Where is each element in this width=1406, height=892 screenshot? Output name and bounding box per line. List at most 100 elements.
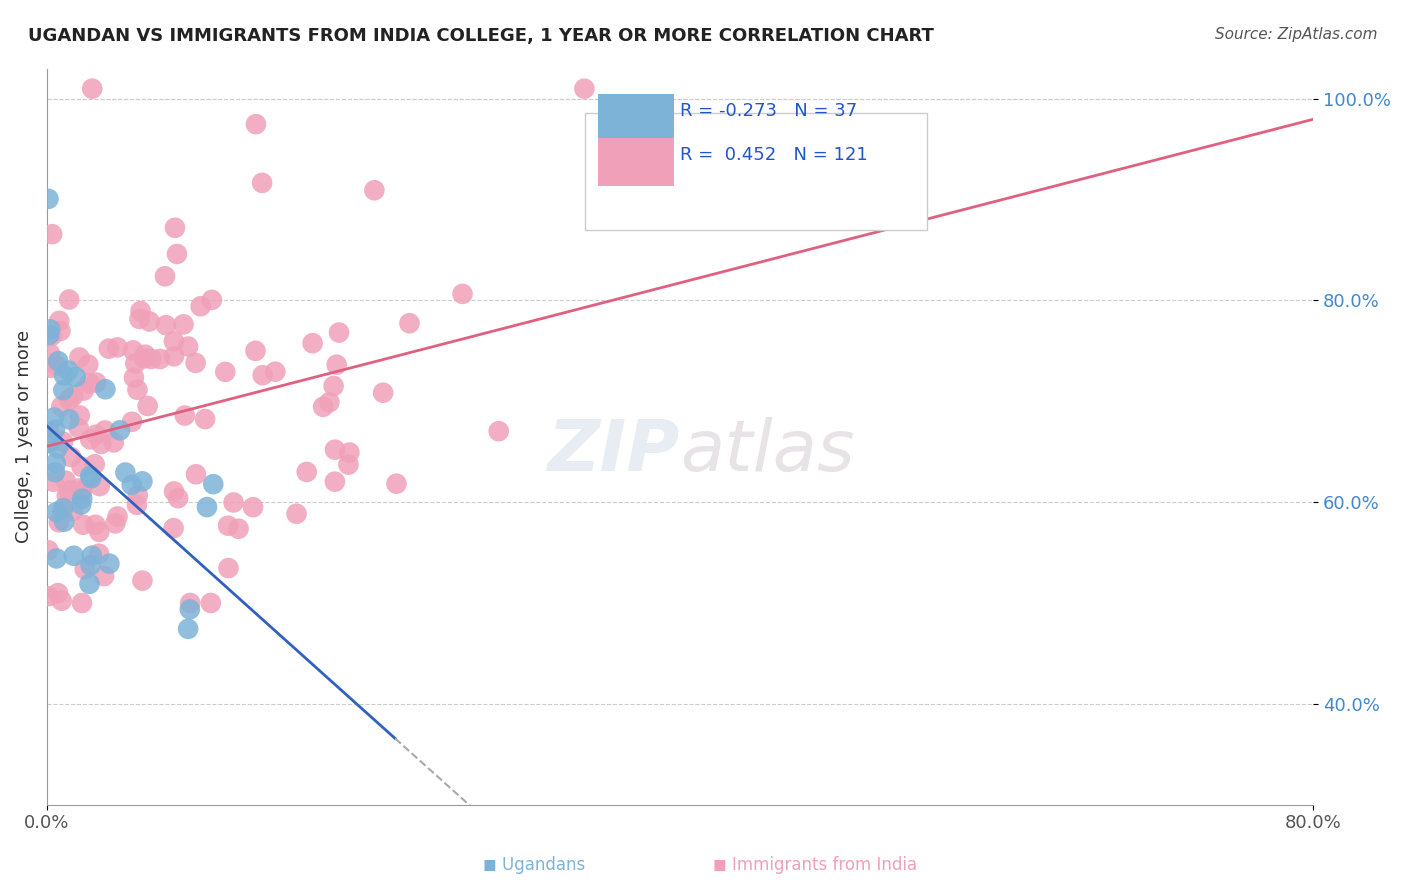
- Point: [149, 351, 172, 366]
- Point: [51, 593, 73, 607]
- Point: [70, 498, 93, 512]
- Point: [60, 450, 83, 464]
- Point: [62, 389, 84, 403]
- Point: [79, 433, 101, 447]
- Point: [128, 312, 150, 326]
- Point: [162, 521, 184, 535]
- Point: [97, 342, 120, 356]
- Point: [264, 365, 287, 379]
- Point: [242, 500, 264, 515]
- Point: [72, 384, 94, 398]
- Point: [184, 467, 207, 482]
- Point: [58, 483, 80, 498]
- Point: [104, 516, 127, 531]
- Point: [337, 458, 360, 472]
- Point: [58, 412, 80, 426]
- Point: [69, 482, 91, 496]
- Point: [222, 495, 245, 509]
- Point: [67, 421, 90, 435]
- Point: [90, 437, 112, 451]
- Point: [84, 427, 107, 442]
- Point: [322, 379, 344, 393]
- Point: [132, 351, 155, 366]
- Point: [89, 524, 111, 539]
- Point: [39, 347, 62, 361]
- Point: [155, 318, 177, 333]
- Point: [80, 471, 103, 485]
- Point: [136, 399, 159, 413]
- Point: [125, 498, 148, 512]
- Point: [89, 479, 111, 493]
- Point: [39, 360, 62, 375]
- Point: [65, 370, 87, 384]
- Point: [385, 476, 408, 491]
- Point: [70, 596, 93, 610]
- Point: [245, 117, 267, 131]
- Point: [124, 357, 146, 371]
- Point: [398, 316, 420, 330]
- Point: [38, 425, 60, 440]
- Point: [41, 329, 63, 343]
- Point: [39, 322, 62, 336]
- Point: [312, 400, 335, 414]
- Point: [138, 314, 160, 328]
- Point: [107, 340, 129, 354]
- Point: [69, 409, 91, 423]
- Point: [58, 392, 80, 407]
- Point: [228, 522, 250, 536]
- Point: [214, 365, 236, 379]
- Point: [295, 465, 318, 479]
- Point: [46, 586, 69, 600]
- Point: [323, 442, 346, 457]
- Point: [107, 509, 129, 524]
- Point: [70, 459, 93, 474]
- Text: ◼ Ugandans: ◼ Ugandans: [484, 856, 585, 874]
- Point: [52, 383, 75, 397]
- Point: [131, 574, 153, 588]
- Point: [141, 351, 163, 366]
- Point: [163, 220, 186, 235]
- FancyBboxPatch shape: [585, 112, 927, 230]
- Point: [38, 327, 60, 342]
- Point: [179, 596, 201, 610]
- Point: [200, 596, 222, 610]
- Point: [70, 491, 93, 506]
- Point: [108, 423, 131, 437]
- Point: [55, 489, 77, 503]
- Point: [80, 549, 103, 563]
- Point: [45, 551, 67, 566]
- Point: [217, 561, 239, 575]
- Point: [195, 500, 218, 514]
- Point: [371, 385, 394, 400]
- Point: [55, 474, 77, 488]
- Point: [46, 442, 69, 456]
- Point: [252, 368, 274, 383]
- Point: [131, 475, 153, 489]
- Point: [153, 269, 176, 284]
- Point: [46, 354, 69, 368]
- Point: [325, 358, 347, 372]
- Point: [82, 81, 104, 95]
- Point: [86, 376, 108, 390]
- Point: [201, 293, 224, 307]
- Point: [62, 549, 84, 563]
- Point: [122, 343, 145, 358]
- Point: [52, 501, 75, 516]
- Point: [98, 557, 121, 571]
- Point: [163, 334, 186, 349]
- Point: [363, 183, 385, 197]
- Point: [79, 469, 101, 483]
- Point: [79, 558, 101, 573]
- Point: [70, 484, 93, 499]
- Point: [45, 456, 67, 470]
- Point: [129, 304, 152, 318]
- Point: [51, 507, 73, 521]
- Point: [114, 466, 136, 480]
- Point: [77, 358, 100, 372]
- Point: [163, 349, 186, 363]
- Point: [73, 562, 96, 576]
- Point: [37, 589, 59, 603]
- Point: [51, 400, 73, 414]
- Point: [451, 286, 474, 301]
- Point: [87, 547, 110, 561]
